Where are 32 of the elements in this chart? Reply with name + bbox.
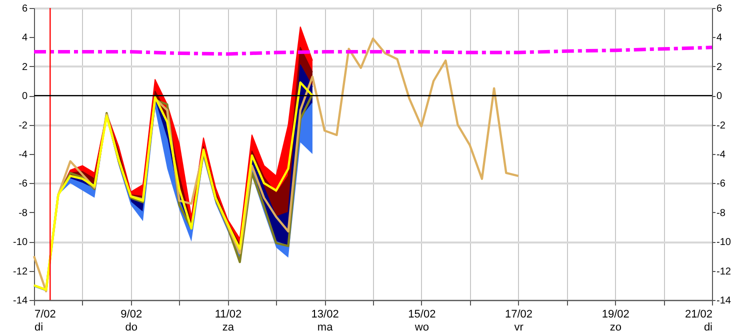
line-series <box>32 38 520 292</box>
y2-tick-label: -8 <box>716 208 726 219</box>
line-series <box>32 46 714 56</box>
y-tick-label: -8 <box>18 208 28 219</box>
x-tick-label: 21/02 di <box>684 308 712 334</box>
x-tick-label: 19/02 zo <box>602 308 630 334</box>
x-tick-label: 11/02 za <box>214 308 242 334</box>
y-tick-label: 0 <box>22 91 28 102</box>
y-tick-label: -12 <box>13 266 28 278</box>
x-tick-label: 15/02 wo <box>408 308 436 334</box>
y-tick-label: -14 <box>13 296 28 306</box>
y2-tick-label: -10 <box>716 237 732 248</box>
y-tick-label: -2 <box>18 120 28 132</box>
y-tick-label: -6 <box>18 178 28 190</box>
y-tick-label: -10 <box>13 237 28 248</box>
y2-tick-label: -2 <box>716 120 726 132</box>
y2-tick-label: 0 <box>716 91 722 102</box>
x-tick-label: 9/02 do <box>120 308 142 334</box>
y2-tick-label: 2 <box>716 62 722 73</box>
y-tick-label: 2 <box>22 62 28 73</box>
y-tick-label: 4 <box>22 32 28 44</box>
y-tick-label: -4 <box>18 150 28 160</box>
y2-tick-label: -4 <box>716 150 726 160</box>
y2-tick-label: -12 <box>716 266 732 278</box>
y2-tick-label: 6 <box>716 4 722 14</box>
x-tick-label: 17/02 vr <box>505 308 533 334</box>
x-tick-label: 13/02 ma <box>311 308 339 334</box>
y2-tick-label: -14 <box>716 296 732 306</box>
y2-tick-label: 4 <box>716 32 722 44</box>
x-tick-label: 7/02 di <box>34 308 56 334</box>
y2-tick-label: -6 <box>716 178 726 190</box>
y-tick-label: 6 <box>22 4 28 14</box>
